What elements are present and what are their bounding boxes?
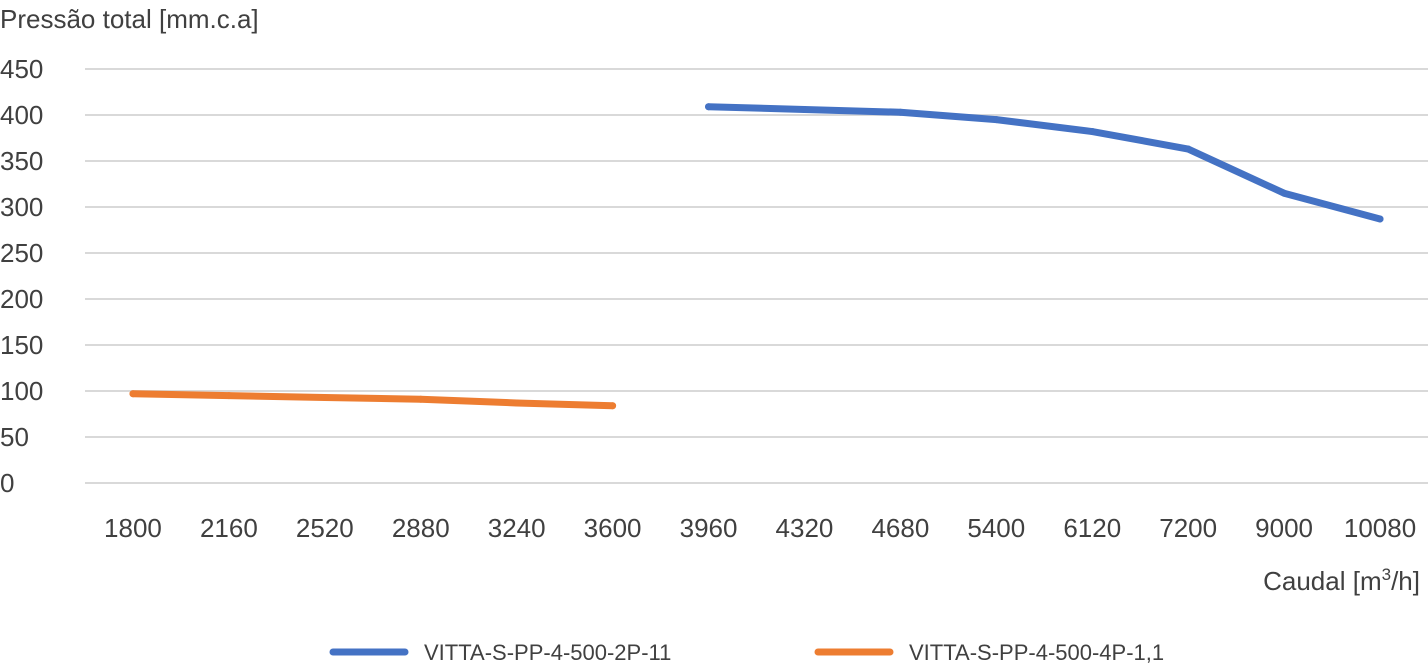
data-point bbox=[800, 105, 808, 113]
y-tick-label: 150 bbox=[0, 330, 43, 360]
x-tick-label: 3600 bbox=[584, 513, 642, 543]
y-axis-ticks: 0 50 100 150 200 250 300 350 400 450 bbox=[0, 54, 43, 498]
legend-item: VITTA-S-PP-4-500-4P-1,1 bbox=[814, 640, 1164, 665]
data-point bbox=[1088, 128, 1096, 136]
x-tick-label: 2520 bbox=[296, 513, 354, 543]
series-lines bbox=[129, 103, 1384, 410]
x-tick-label: 4680 bbox=[871, 513, 929, 543]
y-tick-label: 250 bbox=[0, 238, 43, 268]
y-tick-label: 400 bbox=[0, 100, 43, 130]
x-tick-label: 10080 bbox=[1344, 513, 1416, 543]
y-tick-label: 0 bbox=[0, 468, 14, 498]
x-tick-label: 1800 bbox=[104, 513, 162, 543]
series-1 bbox=[705, 103, 1384, 223]
y-axis-title: Pressão total [mm.c.a] bbox=[0, 4, 259, 34]
series-line bbox=[129, 390, 617, 410]
x-tick-label: 9000 bbox=[1255, 513, 1313, 543]
x-tick-label: 2880 bbox=[392, 513, 450, 543]
series-2 bbox=[129, 390, 617, 410]
x-tick-label: 5400 bbox=[967, 513, 1025, 543]
x-tick-label: 6120 bbox=[1063, 513, 1121, 543]
series-line bbox=[705, 103, 1384, 223]
x-tick-label: 2160 bbox=[200, 513, 258, 543]
data-point bbox=[129, 390, 137, 398]
x-tick-label: 7200 bbox=[1159, 513, 1217, 543]
data-point bbox=[1376, 215, 1384, 223]
x-axis-title-main: Caudal [m bbox=[1263, 566, 1382, 596]
y-tick-label: 300 bbox=[0, 192, 43, 222]
legend-label: VITTA-S-PP-4-500-4P-1,1 bbox=[909, 640, 1164, 665]
legend: VITTA-S-PP-4-500-2P-11 VITTA-S-PP-4-500-4… bbox=[329, 640, 1164, 665]
data-point bbox=[513, 399, 521, 407]
legend-item: VITTA-S-PP-4-500-2P-11 bbox=[329, 640, 671, 665]
data-point bbox=[417, 395, 425, 403]
data-point bbox=[992, 116, 1000, 124]
y-tick-label: 100 bbox=[0, 376, 43, 406]
data-point bbox=[896, 108, 904, 116]
legend-label: VITTA-S-PP-4-500-2P-11 bbox=[424, 640, 671, 665]
y-tick-label: 200 bbox=[0, 284, 43, 314]
x-axis-title: Caudal [m3/h] bbox=[1263, 565, 1420, 596]
y-tick-label: 50 bbox=[0, 422, 29, 452]
data-point bbox=[321, 393, 329, 401]
x-tick-label: 3240 bbox=[488, 513, 546, 543]
data-point bbox=[225, 392, 233, 400]
gridlines bbox=[85, 68, 1428, 484]
data-point bbox=[1280, 189, 1288, 197]
x-axis-title-end: /h] bbox=[1391, 566, 1420, 596]
x-axis-ticks: 1800 2160 2520 2880 3240 3600 3960 4320 4680 5400… bbox=[104, 513, 1416, 543]
x-axis-title-superscript: 3 bbox=[1382, 565, 1391, 584]
data-point bbox=[1184, 145, 1192, 153]
data-point bbox=[705, 103, 713, 111]
y-tick-label: 450 bbox=[0, 54, 43, 84]
y-tick-label: 350 bbox=[0, 146, 43, 176]
x-tick-label: 3960 bbox=[680, 513, 738, 543]
x-tick-label: 4320 bbox=[776, 513, 834, 543]
data-point bbox=[609, 402, 617, 410]
